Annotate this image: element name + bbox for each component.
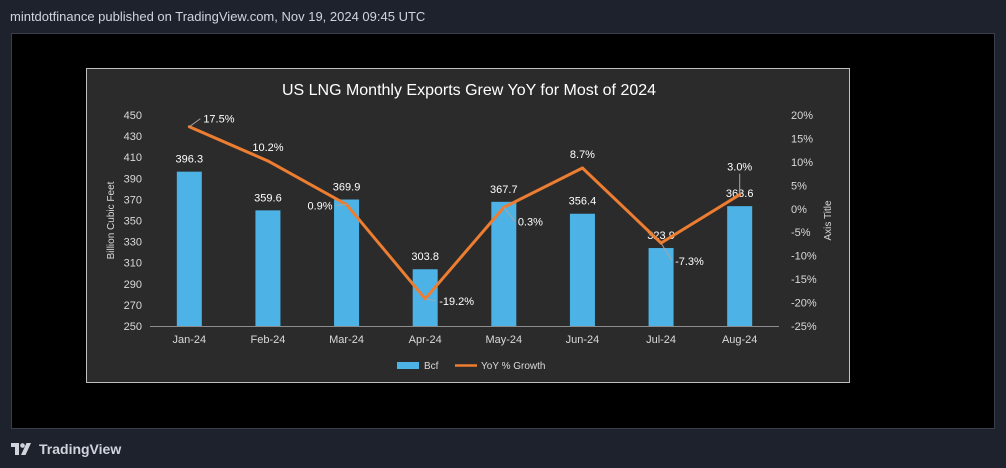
y-tick-label: 430	[124, 131, 142, 143]
yoy-value-label: 8.7%	[570, 149, 595, 161]
yoy-value-label: 0.9%	[307, 201, 332, 213]
yoy-growth-point	[738, 193, 742, 197]
y2-tick-label: -25%	[791, 321, 817, 333]
y-tick-label: 270	[124, 300, 142, 312]
y2-tick-label: -5%	[791, 227, 811, 239]
bar-value-label: 303.8	[411, 251, 439, 263]
bar	[176, 171, 202, 326]
chart-title: US LNG Monthly Exports Grew YoY for Most…	[282, 82, 656, 99]
bar-value-label: 359.6	[254, 192, 282, 204]
x-tick-label: May-24	[485, 334, 522, 346]
label-leader-line	[660, 242, 673, 262]
y2-tick-label: 5%	[791, 180, 807, 192]
label-leader-line	[189, 118, 201, 128]
label-leader-line	[425, 298, 437, 302]
yoy-value-label: 0.3%	[518, 216, 543, 228]
legend-bar-label: Bcf	[424, 361, 439, 372]
tradingview-logo-icon	[11, 443, 31, 455]
label-leader-line	[335, 204, 347, 207]
chart-panel: US LNG Monthly Exports Grew YoY for Most…	[86, 68, 850, 383]
label-leader-line	[503, 207, 516, 222]
bar	[648, 248, 674, 326]
legend-line-label: YoY % Growth	[481, 361, 545, 372]
y2-tick-label: 20%	[791, 110, 813, 122]
x-tick-label: Apr-24	[409, 334, 442, 346]
bar-value-label: 367.7	[490, 184, 518, 196]
bar-value-label: 396.3	[176, 154, 204, 166]
y2-tick-label: 10%	[791, 157, 813, 169]
footer: TradingView	[11, 440, 121, 458]
y2-tick-label: -15%	[791, 274, 817, 286]
y2-tick-label: -10%	[791, 251, 817, 263]
yoy-growth-point	[580, 166, 584, 170]
tradingview-brand: TradingView	[39, 441, 122, 457]
y-tick-label: 370	[124, 194, 142, 206]
y-tick-label: 310	[124, 258, 142, 270]
bar	[569, 213, 595, 326]
yoy-growth-line	[188, 125, 741, 301]
y-tick-label: 290	[124, 279, 142, 291]
y2-tick-label: 0%	[791, 204, 807, 216]
bar	[255, 210, 281, 326]
legend: Bcf YoY % Growth	[397, 361, 545, 372]
y-tick-label: 390	[124, 173, 142, 185]
bar-value-label: 369.9	[333, 182, 361, 194]
y2-tick-label: 15%	[791, 133, 813, 145]
yoy-value-label: -19.2%	[439, 296, 474, 308]
x-tick-label: Feb-24	[251, 334, 286, 346]
bar	[334, 199, 360, 326]
y-tick-label: 450	[124, 110, 142, 122]
legend-bar-swatch	[397, 362, 419, 369]
bar	[727, 206, 753, 326]
y-axis-title: Billion Cubic Feet	[106, 181, 117, 259]
x-tick-label: Mar-24	[329, 334, 364, 346]
x-tick-label: Jun-24	[566, 334, 600, 346]
yoy-value-label: 17.5%	[203, 114, 234, 126]
y2-axis-title: Axis Title	[823, 200, 834, 240]
bar-value-label: 356.4	[569, 196, 597, 208]
x-tick-label: Aug-24	[722, 334, 757, 346]
bar	[491, 201, 517, 326]
yoy-value-label: -7.3%	[675, 256, 704, 268]
y-tick-label: 350	[124, 216, 142, 228]
y-tick-label: 410	[124, 152, 142, 164]
y-tick-label: 250	[124, 321, 142, 333]
x-tick-label: Jan-24	[172, 334, 206, 346]
publish-header: mintdotfinance published on TradingView.…	[10, 9, 426, 24]
chart-svg: US LNG Monthly Exports Grew YoY for Most…	[106, 82, 834, 372]
yoy-growth-point	[266, 159, 270, 163]
yoy-value-label: 10.2%	[252, 142, 283, 154]
y2-tick-label: -20%	[791, 298, 817, 310]
y-tick-label: 330	[124, 237, 142, 249]
x-tick-label: Jul-24	[646, 334, 676, 346]
yoy-value-label: 3.0%	[727, 162, 752, 174]
